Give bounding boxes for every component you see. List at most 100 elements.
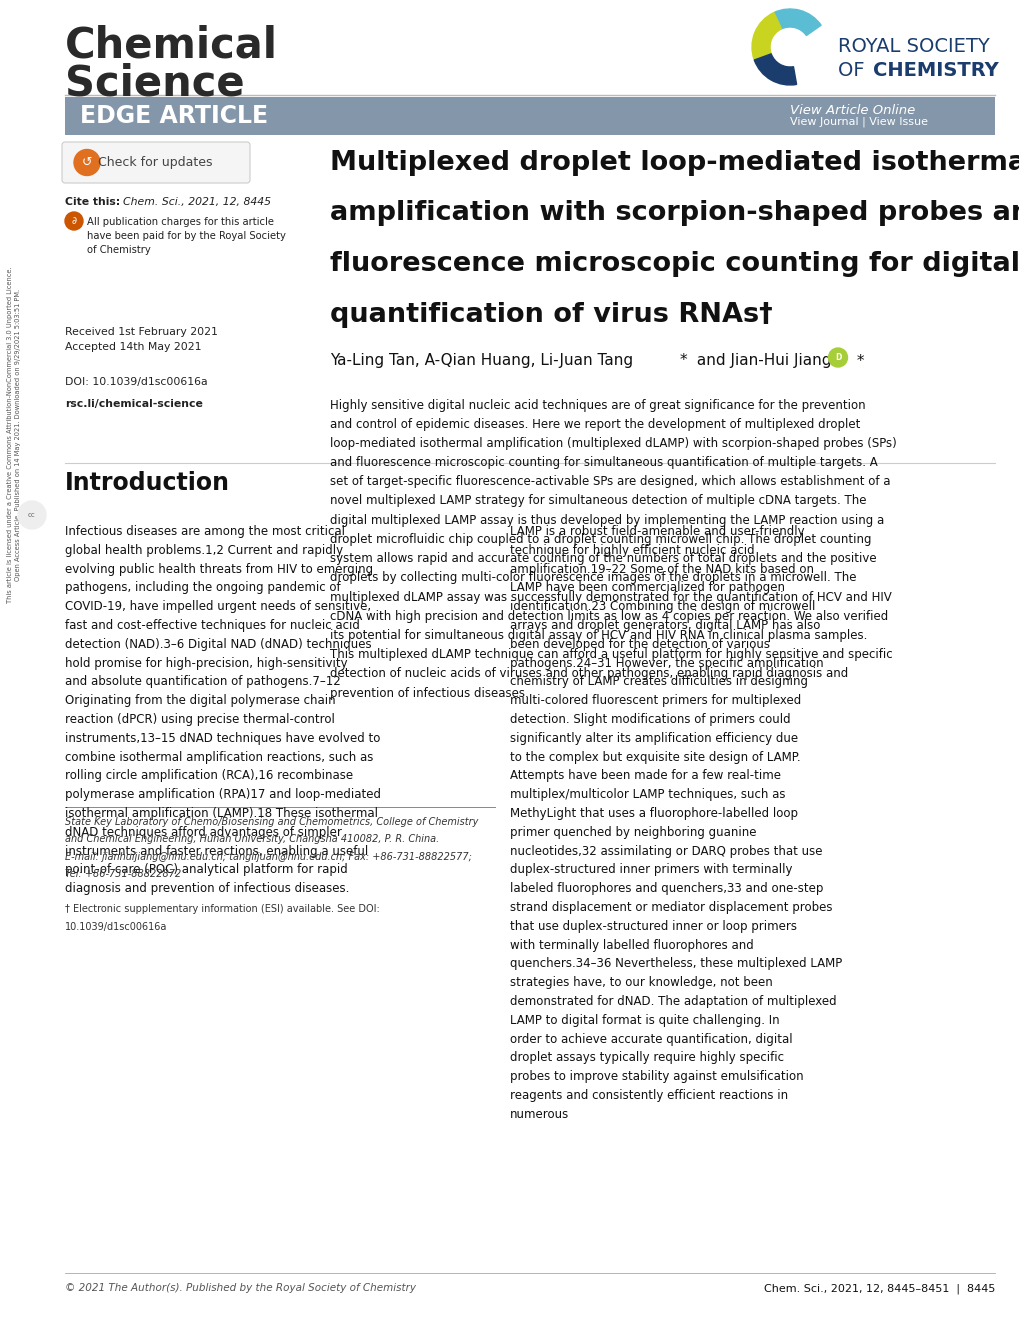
Text: polymerase amplification (RPA)17 and loop-mediated: polymerase amplification (RPA)17 and loo… <box>65 788 381 801</box>
Text: CHEMISTRY: CHEMISTRY <box>872 61 998 80</box>
Text: to the complex but exquisite site design of LAMP.: to the complex but exquisite site design… <box>510 750 800 764</box>
FancyBboxPatch shape <box>65 97 994 135</box>
Wedge shape <box>751 12 781 60</box>
Text: multiplex/multicolor LAMP techniques, such as: multiplex/multicolor LAMP techniques, su… <box>510 788 785 801</box>
FancyBboxPatch shape <box>62 142 250 183</box>
Text: global health problems.1,2 Current and rapidly: global health problems.1,2 Current and r… <box>65 543 342 557</box>
Text: DOI: 10.1039/d1sc00616a: DOI: 10.1039/d1sc00616a <box>65 376 208 387</box>
Text: amplification.19–22 Some of the NAD kits based on: amplification.19–22 Some of the NAD kits… <box>510 562 813 575</box>
Text: combine isothermal amplification reactions, such as: combine isothermal amplification reactio… <box>65 750 373 764</box>
Text: technique for highly efficient nucleic acid: technique for highly efficient nucleic a… <box>510 543 754 557</box>
Text: Cite this:: Cite this: <box>65 198 124 207</box>
Text: its potential for simultaneous digital assay of HCV and HIV RNA in clinical plas: its potential for simultaneous digital a… <box>330 629 866 642</box>
Circle shape <box>18 501 46 529</box>
Text: and fluorescence microscopic counting for simultaneous quantification of multipl: and fluorescence microscopic counting fo… <box>330 457 877 469</box>
Text: novel multiplexed LAMP strategy for simultaneous detection of multiple cDNA targ: novel multiplexed LAMP strategy for simu… <box>330 494 866 507</box>
Text: rsc.li/chemical-science: rsc.li/chemical-science <box>65 399 203 409</box>
Text: system allows rapid and accurate counting of the numbers of total droplets and t: system allows rapid and accurate countin… <box>330 553 875 565</box>
Text: and Chemical Engineering, Hunan University, Changsha 410082, P. R. China.: and Chemical Engineering, Hunan Universi… <box>65 834 439 845</box>
Text: multi-colored fluorescent primers for multiplexed: multi-colored fluorescent primers for mu… <box>510 694 801 708</box>
Text: reaction (dPCR) using precise thermal-control: reaction (dPCR) using precise thermal-co… <box>65 713 334 726</box>
Text: instruments,13–15 dNAD techniques have evolved to: instruments,13–15 dNAD techniques have e… <box>65 732 380 745</box>
Text: quantification of virus RNAs†: quantification of virus RNAs† <box>330 302 771 327</box>
Text: pathogens, including the ongoing pandemic of: pathogens, including the ongoing pandemi… <box>65 582 340 594</box>
Text: and absolute quantification of pathogens.7–12: and absolute quantification of pathogens… <box>65 676 340 689</box>
Text: digital multiplexed LAMP assay is thus developed by implementing the LAMP reacti: digital multiplexed LAMP assay is thus d… <box>330 514 883 527</box>
Text: Infectious diseases are among the most critical: Infectious diseases are among the most c… <box>65 525 344 538</box>
Text: multiplexed dLAMP assay was successfully demonstrated for the quantification of : multiplexed dLAMP assay was successfully… <box>330 590 891 603</box>
Text: LAMP have been commercialized for pathogen: LAMP have been commercialized for pathog… <box>510 582 785 594</box>
Text: reagents and consistently efficient reactions in: reagents and consistently efficient reac… <box>510 1089 788 1101</box>
Text: and control of epidemic diseases. Here we report the development of multiplexed : and control of epidemic diseases. Here w… <box>330 418 860 431</box>
Text: Chem. Sci., 2021, 12, 8445: Chem. Sci., 2021, 12, 8445 <box>123 198 271 207</box>
Text: Check for updates: Check for updates <box>98 156 212 170</box>
Text: Ya-Ling Tan, A-Qian Huang, Li-Juan Tang: Ya-Ling Tan, A-Qian Huang, Li-Juan Tang <box>330 354 633 368</box>
Text: † Electronic supplementary information (ESI) available. See DOI:: † Electronic supplementary information (… <box>65 905 379 914</box>
Text: droplet assays typically require highly specific: droplet assays typically require highly … <box>510 1052 784 1064</box>
Text: *: * <box>851 354 864 368</box>
Text: Science: Science <box>65 63 245 105</box>
Text: This article is licensed under a Creative Commons Attribution-NonCommercial 3.0 : This article is licensed under a Creativ… <box>7 267 13 603</box>
Text: LAMP to digital format is quite challenging. In: LAMP to digital format is quite challeng… <box>510 1013 779 1027</box>
Circle shape <box>827 348 847 367</box>
Text: loop-mediated isothermal amplification (multiplexed dLAMP) with scorpion-shaped : loop-mediated isothermal amplification (… <box>330 437 896 450</box>
Text: duplex-structured inner primers with terminally: duplex-structured inner primers with ter… <box>510 864 792 876</box>
Text: All publication charges for this article
have been paid for by the Royal Society: All publication charges for this article… <box>87 218 285 255</box>
Text: fluorescence microscopic counting for digital: fluorescence microscopic counting for di… <box>330 251 1019 276</box>
Text: nucleotides,32 assimilating or DARQ probes that use: nucleotides,32 assimilating or DARQ prob… <box>510 845 821 857</box>
Circle shape <box>65 212 83 230</box>
Text: identification.23 Combining the design of microwell: identification.23 Combining the design o… <box>510 601 814 613</box>
Text: Introduction: Introduction <box>65 471 229 495</box>
Text: OF: OF <box>838 61 876 80</box>
Text: detection. Slight modifications of primers could: detection. Slight modifications of prime… <box>510 713 790 726</box>
Text: Multiplexed droplet loop-mediated isothermal: Multiplexed droplet loop-mediated isothe… <box>330 150 1019 176</box>
Text: point-of-care (POC) analytical platform for rapid: point-of-care (POC) analytical platform … <box>65 864 347 876</box>
Text: been developed for the detection of various: been developed for the detection of vari… <box>510 638 769 650</box>
Text: MethyLight that uses a fluorophore-labelled loop: MethyLight that uses a fluorophore-label… <box>510 806 797 820</box>
Text: ROYAL SOCIETY: ROYAL SOCIETY <box>838 37 988 56</box>
Text: arrays and droplet generators, digital LAMP has also: arrays and droplet generators, digital L… <box>510 619 819 631</box>
Text: detection (NAD).3–6 Digital NAD (dNAD) techniques: detection (NAD).3–6 Digital NAD (dNAD) t… <box>65 638 371 650</box>
Text: amplification with scorpion-shaped probes and: amplification with scorpion-shaped probe… <box>330 200 1019 227</box>
Text: significantly alter its amplification efficiency due: significantly alter its amplification ef… <box>510 732 797 745</box>
Text: probes to improve stability against emulsification: probes to improve stability against emul… <box>510 1071 803 1083</box>
Text: E-mail: jianhuijiang@hhu.edu.cn; tanglijuan@hnu.edu.cn; Fax: +86-731-88822577;: E-mail: jianhuijiang@hhu.edu.cn; tanglij… <box>65 852 472 862</box>
Text: Chem. Sci., 2021, 12, 8445–8451  |  8445: Chem. Sci., 2021, 12, 8445–8451 | 8445 <box>763 1283 994 1294</box>
Text: ∂: ∂ <box>71 216 76 226</box>
Text: hold promise for high-precision, high-sensitivity: hold promise for high-precision, high-se… <box>65 657 347 670</box>
Text: rolling circle amplification (RCA),16 recombinase: rolling circle amplification (RCA),16 re… <box>65 769 353 782</box>
Text: quenchers.34–36 Nevertheless, these multiplexed LAMP: quenchers.34–36 Nevertheless, these mult… <box>510 957 842 971</box>
Text: droplet microfluidic chip coupled to a droplet counting microwell chip. The drop: droplet microfluidic chip coupled to a d… <box>330 533 870 546</box>
Text: © 2021 The Author(s). Published by the Royal Society of Chemistry: © 2021 The Author(s). Published by the R… <box>65 1283 416 1294</box>
Text: This multiplexed dLAMP technique can afford a useful platform for highly sensiti: This multiplexed dLAMP technique can aff… <box>330 647 892 661</box>
Text: Chemical: Chemical <box>65 25 278 67</box>
Text: order to achieve accurate quantification, digital: order to achieve accurate quantification… <box>510 1032 792 1045</box>
Text: Received 1st February 2021
Accepted 14th May 2021: Received 1st February 2021 Accepted 14th… <box>65 327 218 352</box>
Text: diagnosis and prevention of infectious diseases.: diagnosis and prevention of infectious d… <box>65 882 350 896</box>
Wedge shape <box>773 9 820 36</box>
Text: View Article Online: View Article Online <box>790 104 914 117</box>
Text: COVID-19, have impelled urgent needs of sensitive,: COVID-19, have impelled urgent needs of … <box>65 601 371 613</box>
Text: dNAD techniques afford advantages of simpler: dNAD techniques afford advantages of sim… <box>65 826 341 838</box>
Text: *: * <box>680 354 687 368</box>
Text: droplets by collecting multi-color fluorescence images of the droplets in a micr: droplets by collecting multi-color fluor… <box>330 571 856 585</box>
Text: and Jian-Hui Jiang: and Jian-Hui Jiang <box>691 354 836 368</box>
Text: D: D <box>834 352 841 362</box>
Text: strategies have, to our knowledge, not been: strategies have, to our knowledge, not b… <box>510 976 772 989</box>
Text: Highly sensitive digital nucleic acid techniques are of great significance for t: Highly sensitive digital nucleic acid te… <box>330 399 865 411</box>
Text: pathogens.24–31 However, the specific amplification: pathogens.24–31 However, the specific am… <box>510 657 822 670</box>
Text: demonstrated for dNAD. The adaptation of multiplexed: demonstrated for dNAD. The adaptation of… <box>510 995 836 1008</box>
Text: Tel: +86-731-88822872: Tel: +86-731-88822872 <box>65 869 181 880</box>
Text: View Journal | View Issue: View Journal | View Issue <box>790 116 927 127</box>
Text: Originating from the digital polymerase chain: Originating from the digital polymerase … <box>65 694 335 708</box>
Text: prevention of infectious diseases.: prevention of infectious diseases. <box>330 686 528 700</box>
Text: EDGE ARTICLE: EDGE ARTICLE <box>79 104 268 128</box>
Text: LAMP is a robust field-amenable and user-friendly: LAMP is a robust field-amenable and user… <box>510 525 804 538</box>
Text: ↺: ↺ <box>82 156 92 170</box>
Text: cDNA with high precision and detection limits as low as 4 copies per reaction. W: cDNA with high precision and detection l… <box>330 610 888 622</box>
Text: labeled fluorophores and quenchers,33 and one-step: labeled fluorophores and quenchers,33 an… <box>510 882 822 896</box>
Text: fast and cost-effective techniques for nucleic acid: fast and cost-effective techniques for n… <box>65 619 360 631</box>
Text: instruments and faster reactions, enabling a useful: instruments and faster reactions, enabli… <box>65 845 368 857</box>
Text: cc: cc <box>29 513 36 518</box>
Text: set of target-specific fluorescence-activable SPs are designed, which allows est: set of target-specific fluorescence-acti… <box>330 475 890 489</box>
